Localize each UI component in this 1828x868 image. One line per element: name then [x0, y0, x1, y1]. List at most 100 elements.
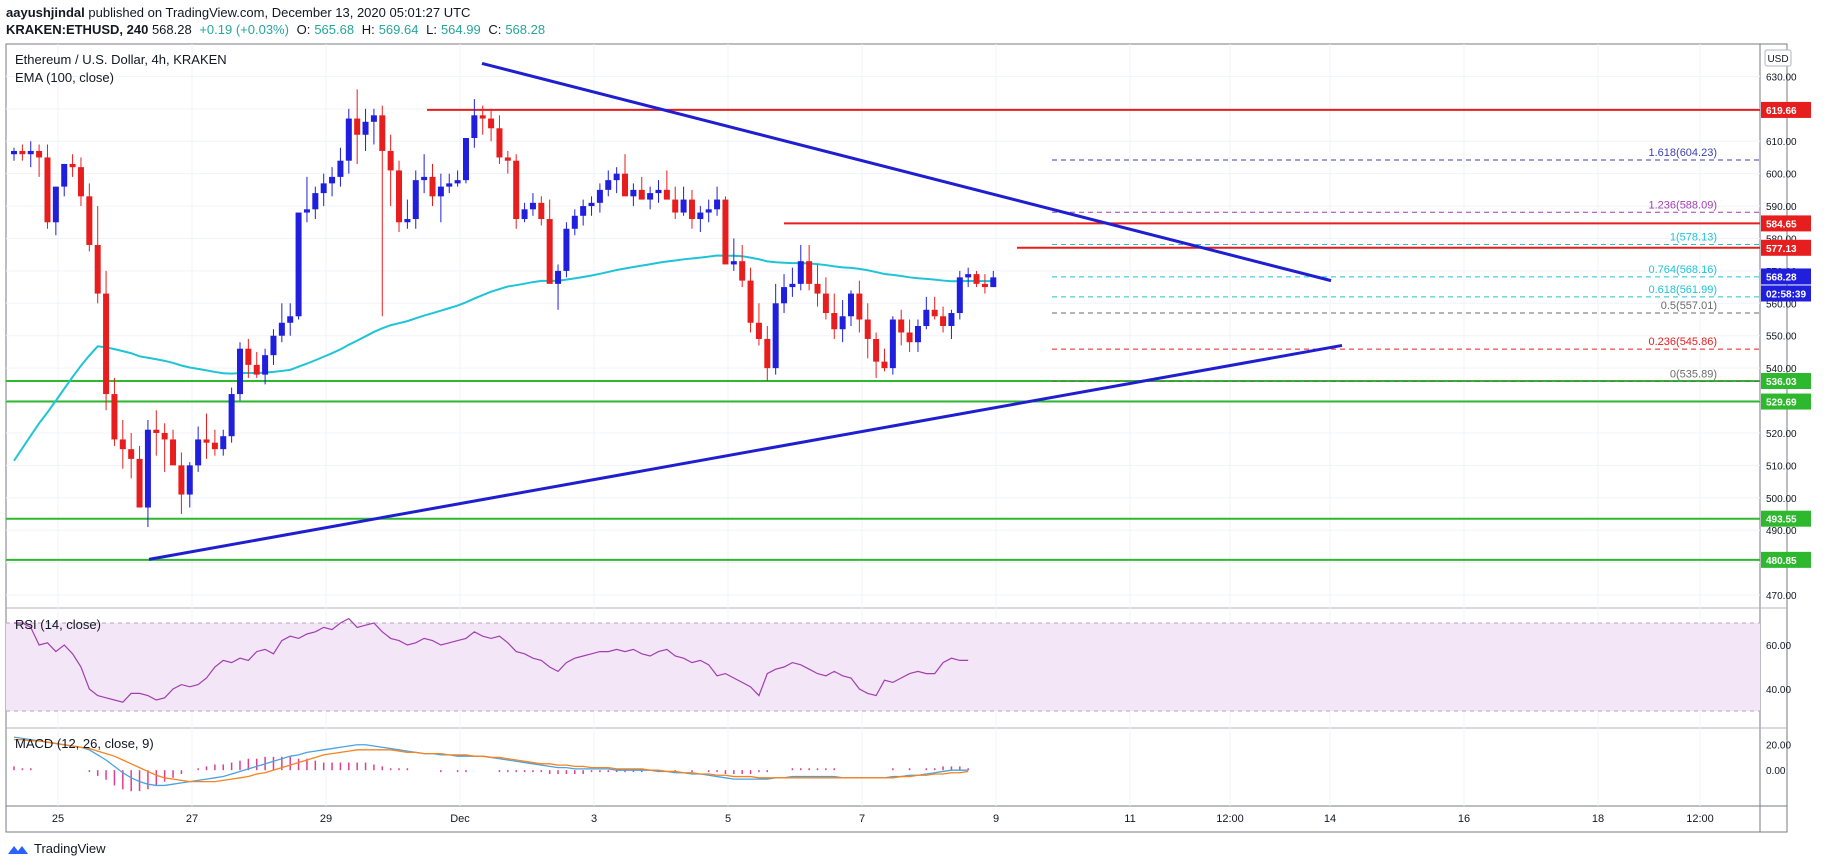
- candle-body: [36, 150, 43, 158]
- rsi-tick-label: 60.00: [1766, 641, 1791, 652]
- candle-body: [211, 442, 218, 450]
- candle-body: [69, 163, 76, 168]
- candle-body: [178, 465, 185, 495]
- candle-body: [462, 138, 469, 181]
- candle-body: [596, 189, 603, 203]
- candle-body: [688, 199, 695, 220]
- publish-info: published on TradingView.com, December 1…: [88, 5, 471, 20]
- candle-body: [144, 429, 151, 508]
- candle-body: [881, 361, 888, 369]
- time-tick-label: 29: [320, 813, 332, 825]
- fib-level-label: 1.618(604.23): [1649, 147, 1718, 159]
- candle-body: [580, 206, 587, 216]
- price-tick-label: 550.00: [1766, 332, 1797, 343]
- candle-body: [705, 209, 712, 213]
- brand-name[interactable]: TradingView: [34, 841, 106, 856]
- candle-body: [170, 439, 177, 466]
- candle-body: [161, 432, 168, 440]
- rsi-legend: RSI (14, close): [15, 617, 101, 632]
- candle-body: [898, 319, 905, 333]
- candle-body: [781, 287, 788, 304]
- candle-body: [287, 316, 294, 323]
- candle-body: [295, 212, 302, 317]
- ascending-trendline[interactable]: [148, 343, 1343, 561]
- tradingview-logo-icon: [8, 845, 28, 854]
- price-tick-label: 510.00: [1766, 461, 1797, 472]
- candle-body: [956, 277, 963, 314]
- currency-box[interactable]: [1764, 49, 1792, 67]
- support-price-label: 536.03: [1766, 377, 1797, 388]
- candle-body: [789, 283, 796, 288]
- time-tick-label: 27: [186, 813, 198, 825]
- open-label: O:: [296, 22, 311, 37]
- candle-body: [948, 313, 955, 326]
- candle-body: [965, 274, 972, 278]
- author[interactable]: aayushjindal: [6, 5, 85, 20]
- price-axis[interactable]: 470.00480.00490.00500.00510.00520.00530.…: [1761, 72, 1811, 777]
- high-value: 569.64: [378, 22, 419, 37]
- candle-body: [864, 319, 871, 339]
- fib-level-label: 1(578.13): [1670, 232, 1717, 244]
- low-label: L:: [426, 22, 437, 37]
- candle-body: [11, 150, 17, 155]
- chart-title: Ethereum / U.S. Dollar, 4h, KRAKEN: [15, 52, 227, 67]
- price-tick-label: 610.00: [1766, 137, 1797, 148]
- candle-body: [195, 439, 202, 466]
- time-tick-label: 12:00: [1216, 813, 1244, 825]
- candle-body: [931, 309, 938, 317]
- price-tick-label: 540.00: [1766, 364, 1797, 375]
- candle-body: [747, 280, 754, 323]
- support-price-tag: [1761, 551, 1811, 568]
- support-price-label: 493.55: [1766, 515, 1797, 526]
- candle-body: [19, 150, 26, 155]
- fib-level-label: 0.764(568.16): [1649, 264, 1718, 276]
- candle-body: [755, 322, 762, 339]
- support-price-tag: [1761, 510, 1811, 527]
- candle-body: [546, 219, 553, 284]
- candle-body: [471, 115, 478, 138]
- candle-body: [437, 186, 444, 197]
- candle-body: [663, 189, 670, 200]
- ema-100-line: [13, 254, 994, 462]
- candle-body: [329, 176, 336, 184]
- candle-body: [253, 364, 260, 375]
- time-axis[interactable]: 25 27 29 Dec 3 5 7 9 11 12:00 14 16 18 12:00: [52, 813, 1714, 825]
- fibonacci-levels: 1.618(604.23) 1.236(588.09) 1(578.13) 0.764…: [1052, 147, 1760, 382]
- candle-body: [555, 270, 562, 284]
- macd-legend: MACD (12, 26, close, 9): [15, 736, 154, 751]
- ema-line: [13, 254, 994, 462]
- macd-tick-label: 0.00: [1766, 766, 1786, 777]
- resistance-price-tag: [1761, 215, 1811, 232]
- candle-body: [940, 316, 947, 326]
- fib-level-label: 0(535.89): [1670, 368, 1717, 380]
- candle-body: [354, 118, 361, 135]
- time-tick-label: Dec: [450, 813, 470, 825]
- rsi-band: [6, 623, 1760, 711]
- footer: TradingView: [6, 841, 106, 856]
- rsi-line: [14, 617, 969, 703]
- descending-trendline[interactable]: [481, 61, 1332, 283]
- time-tick-label: 14: [1324, 813, 1336, 825]
- candle-body: [529, 202, 536, 210]
- candle-body: [906, 332, 913, 343]
- candle-body: [630, 189, 637, 197]
- rsi-tick-label: 40.00: [1766, 685, 1791, 696]
- candle-body: [412, 180, 419, 220]
- candle-body: [806, 261, 813, 284]
- last-price: 568.28: [151, 22, 192, 37]
- candle-body: [429, 176, 436, 197]
- candle-body: [647, 193, 654, 200]
- candle-body: [764, 338, 771, 369]
- candle-body: [714, 199, 721, 210]
- candle-body: [722, 199, 729, 265]
- candle-body: [638, 189, 645, 200]
- price-change: +0.19 (+0.03%): [199, 22, 289, 37]
- trend-lines[interactable]: [148, 61, 1343, 561]
- candle-body: [990, 277, 997, 288]
- candle-body: [655, 189, 662, 194]
- candle-body: [822, 293, 829, 314]
- candle-body: [496, 128, 503, 158]
- candle-body: [563, 228, 570, 271]
- candle-body: [119, 439, 126, 450]
